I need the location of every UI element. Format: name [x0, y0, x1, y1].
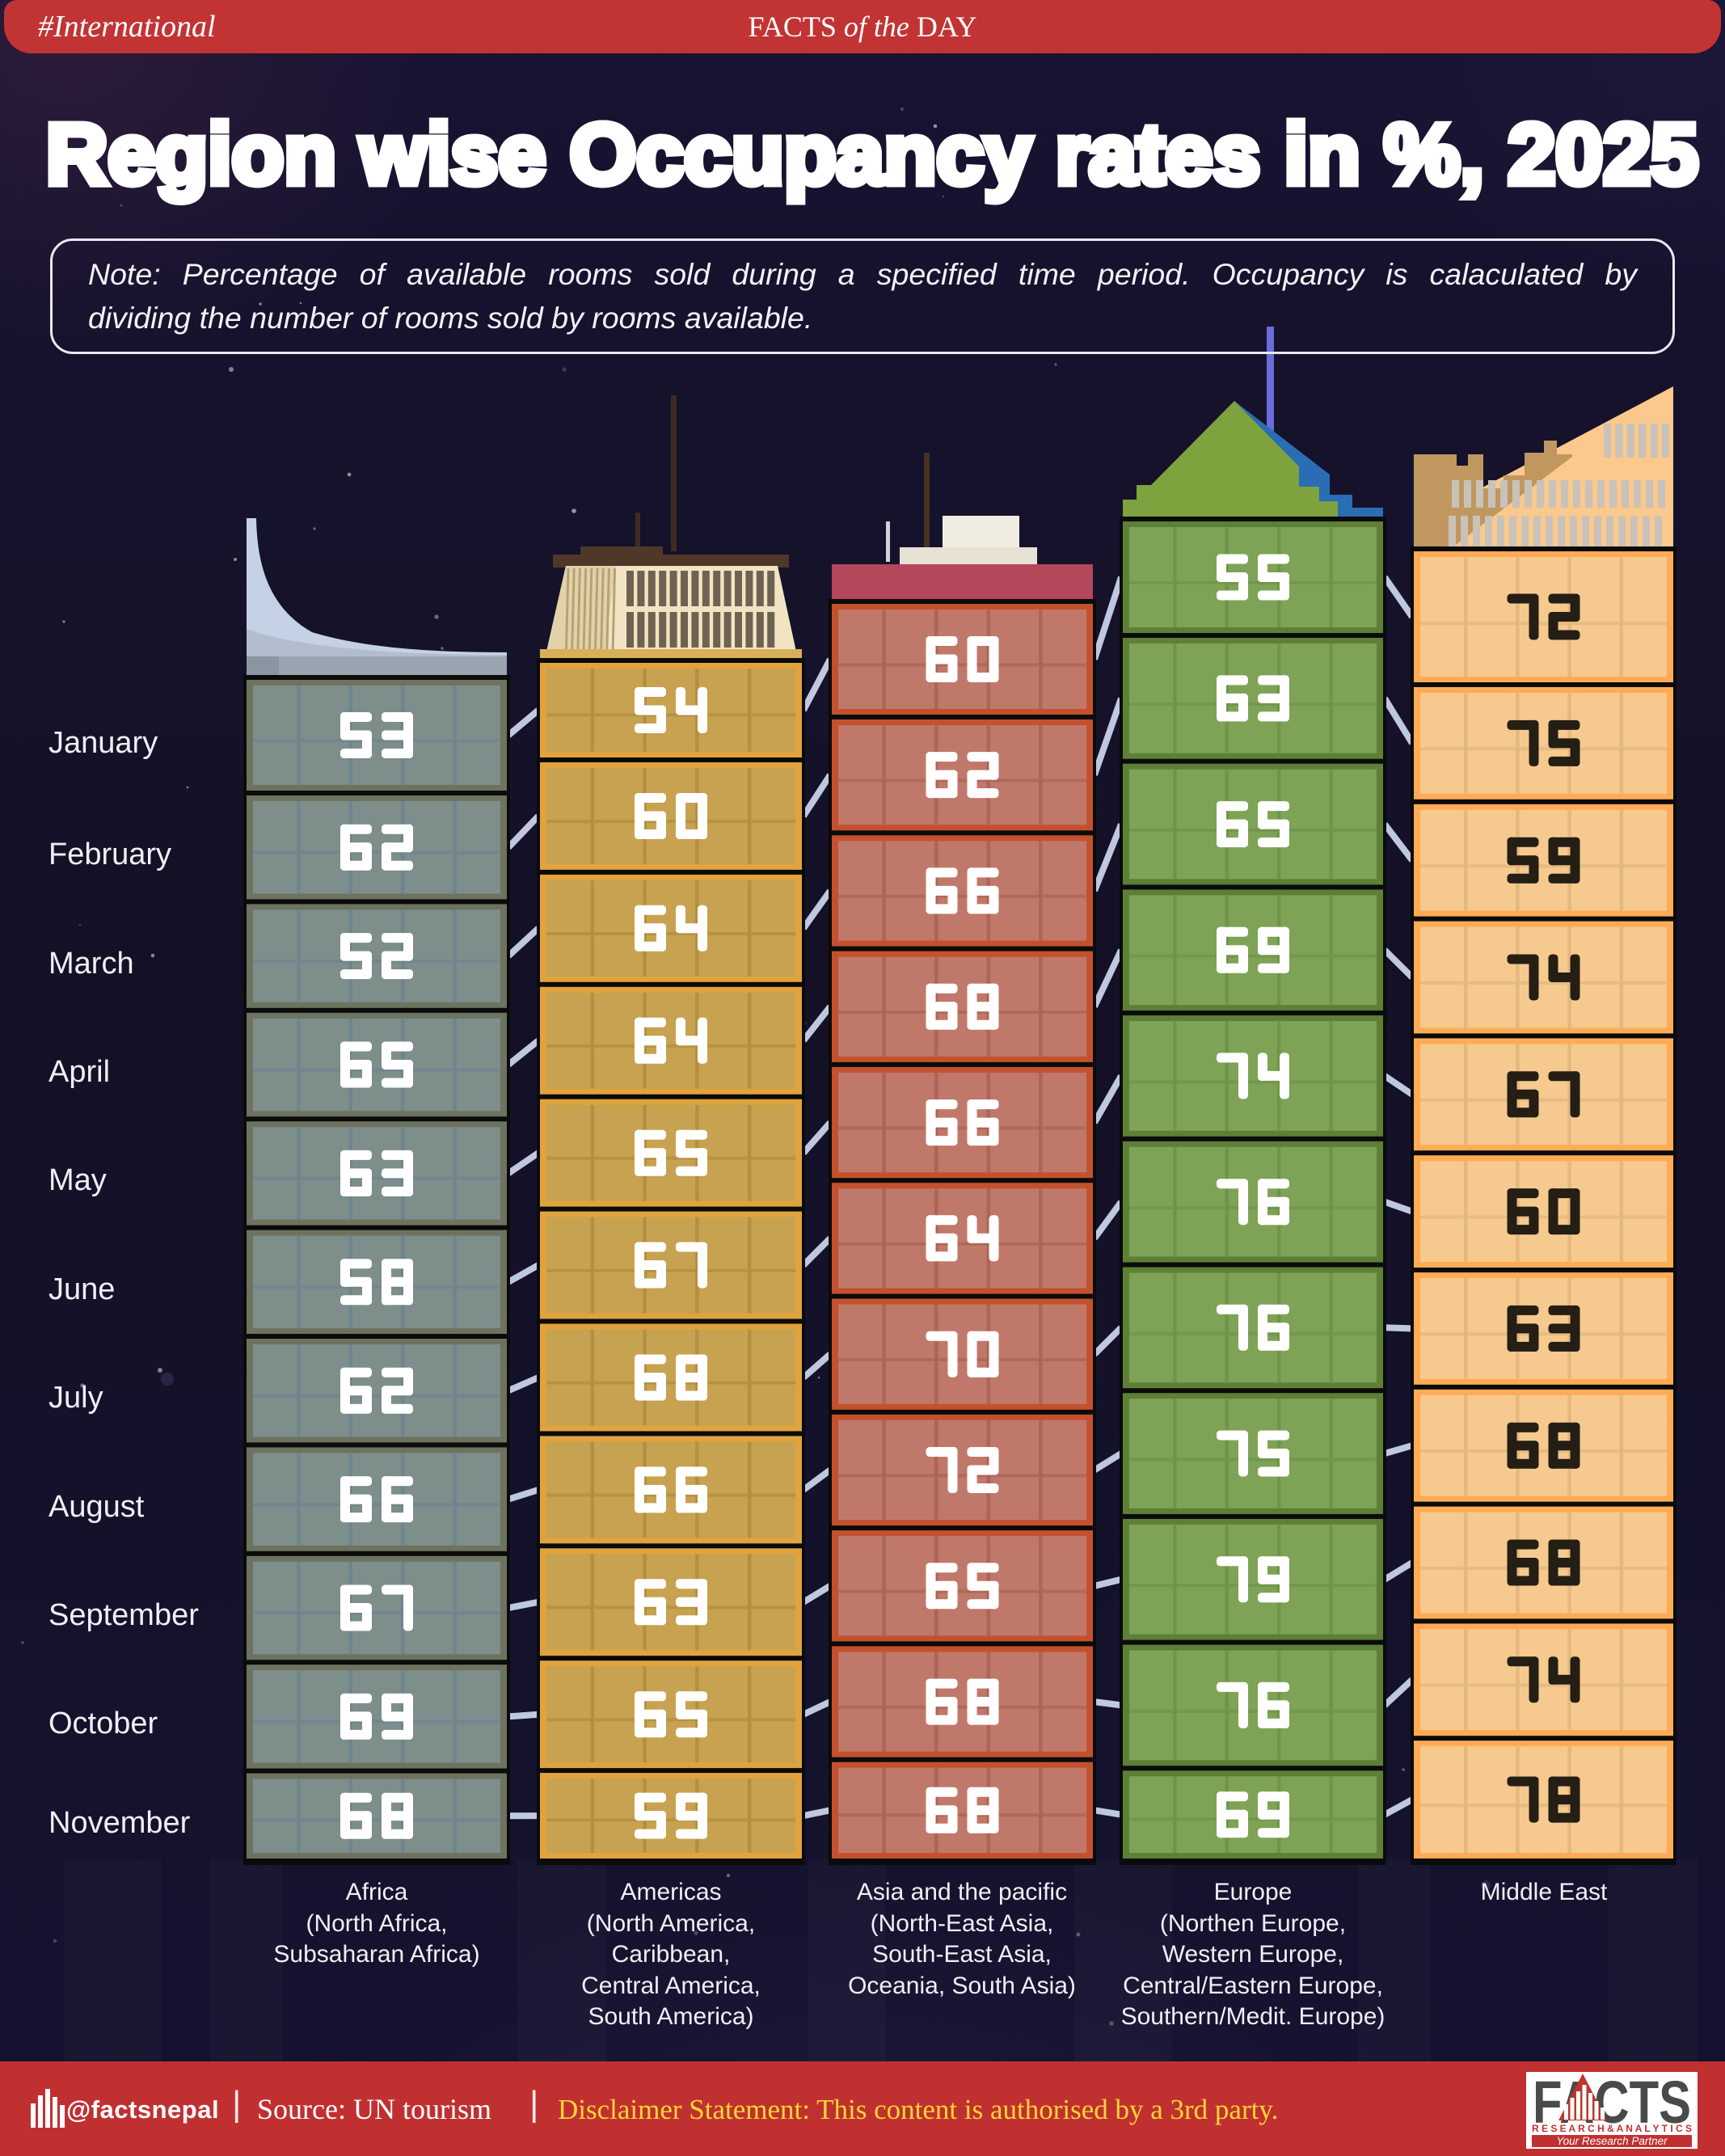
svg-text:Your Research Partner: Your Research Partner — [1556, 2135, 1668, 2147]
svg-text:FACTS: FACTS — [1533, 2072, 1691, 2136]
svg-text:R E S E A R C H & A N A L: R E S E A R C H & A N A L Y T I C S — [1532, 2124, 1692, 2134]
